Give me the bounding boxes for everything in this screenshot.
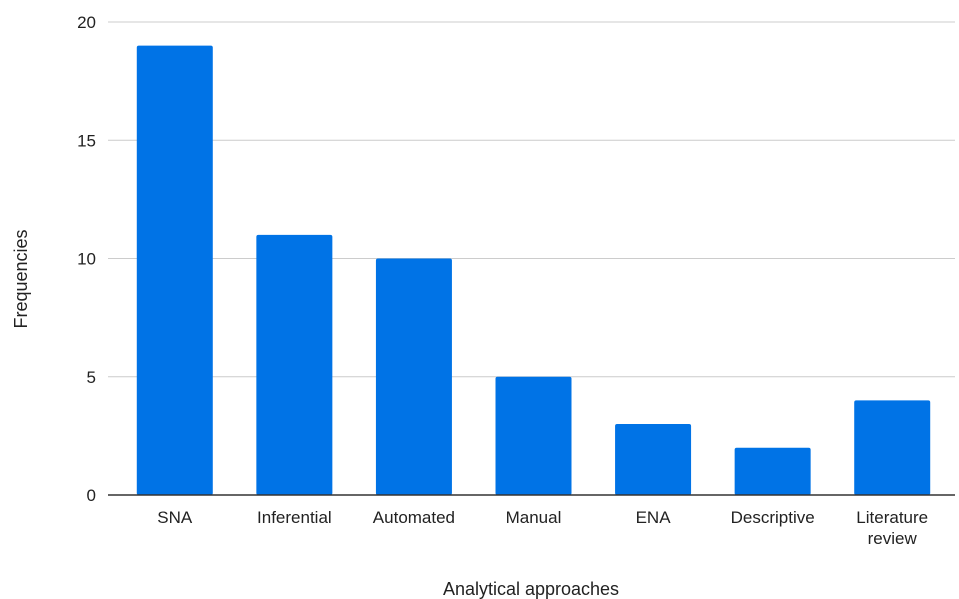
- x-tick-label: Descriptive: [731, 508, 815, 527]
- y-tick-label: 20: [77, 13, 96, 32]
- bar: [495, 376, 572, 495]
- x-tick-label: Literature review: [856, 508, 928, 548]
- y-tick-label: 5: [87, 368, 96, 387]
- bar: [136, 45, 213, 496]
- bars: [136, 45, 931, 496]
- bar: [615, 424, 692, 495]
- x-axis-title: Analytical approaches: [443, 579, 619, 599]
- y-axis-tick-labels: 0 5 10 15 20: [77, 13, 96, 505]
- bar: [375, 258, 452, 495]
- y-tick-label: 0: [87, 486, 96, 505]
- y-axis-title: Frequencies: [11, 229, 31, 328]
- x-tick-label: Automated: [373, 508, 455, 527]
- x-tick-label: ENA: [636, 508, 672, 527]
- x-tick-label: Inferential: [257, 508, 332, 527]
- x-tick-label: SNA: [157, 508, 193, 527]
- bar: [734, 447, 811, 495]
- x-tick-label: Manual: [506, 508, 562, 527]
- grid-lines: [108, 21, 955, 378]
- y-tick-label: 10: [77, 250, 96, 269]
- x-axis-tick-labels: SNA Inferential Automated Manual ENA Descript…: [157, 508, 928, 548]
- bar: [854, 400, 931, 495]
- y-tick-label: 15: [77, 131, 96, 150]
- bar: [256, 234, 333, 495]
